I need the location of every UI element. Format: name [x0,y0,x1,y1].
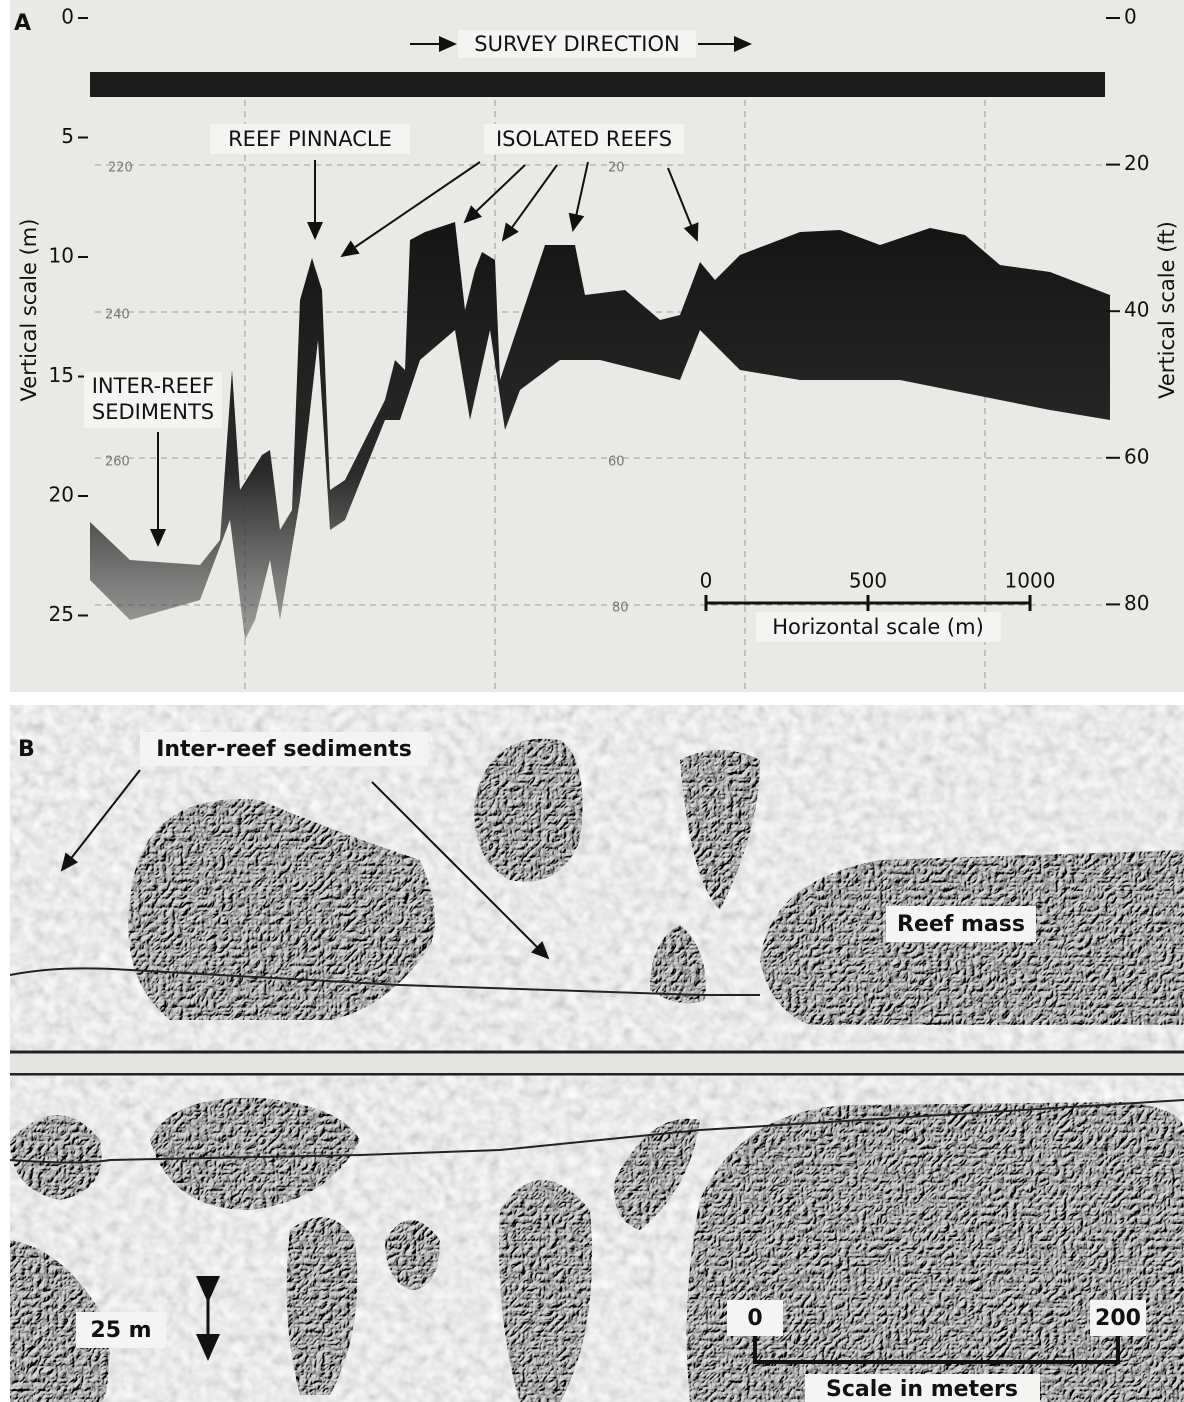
y-tick-label: 20 [49,483,74,507]
y-tick-label: 10 [49,244,74,268]
y2-tick-label: 80 [1124,591,1149,615]
y-tick-label: 15 [49,363,74,387]
inter-reef-label: INTER-REEF [92,374,215,398]
surface-return [90,72,1105,97]
record-label: 80 [612,601,629,616]
scale-tick-label: 200 [1095,1306,1141,1331]
record-label: 240 [105,308,130,323]
survey-direction: SURVEY DIRECTION [474,32,679,56]
inter-reef-label: SEDIMENTS [92,400,214,424]
scale-title: Scale in meters [826,1377,1018,1402]
y2-tick-label: 40 [1124,298,1149,322]
scale-tick-label: 1000 [1005,569,1056,593]
y-tick-label: 5 [61,124,74,148]
panel-label: A [14,11,31,36]
scale-tick-label: 0 [700,569,713,593]
scale-tick-label: 0 [747,1306,762,1331]
y2-axis-title: Vertical scale (ft) [1155,221,1179,399]
inter-reef-label: Inter-reef sediments [156,737,412,762]
panel-b [10,705,1184,1402]
isolated-reefs-label: ISOLATED REEFS [496,127,672,151]
y-axis-title: Vertical scale (m) [17,219,41,402]
reef-pinnacle-label: REEF PINNACLE [228,127,392,151]
y-tick-label: 25 [49,602,74,626]
horizontal-scale-title: Horizontal scale (m) [772,615,984,639]
y2-tick-label: 60 [1124,444,1149,468]
y2-tick-label: 20 [1124,151,1149,175]
reef-mass-label: Reef mass [897,912,1025,937]
y-tick-label: 0 [61,5,74,29]
record-label: 20 [608,161,625,176]
record-label: 220 [108,161,133,176]
record-label: 260 [105,455,130,470]
vertical-scale-label: 25 m [90,1318,151,1343]
y2-tick-label: 0 [1124,5,1137,29]
panel-label: B [18,737,35,762]
scale-tick-label: 500 [849,569,887,593]
figure: 220 240 260 20 60 80 A Vertical scale (m… [0,0,1184,1402]
record-label: 60 [608,455,625,470]
